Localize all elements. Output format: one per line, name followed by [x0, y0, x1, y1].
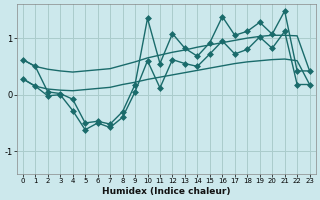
X-axis label: Humidex (Indice chaleur): Humidex (Indice chaleur): [102, 187, 230, 196]
